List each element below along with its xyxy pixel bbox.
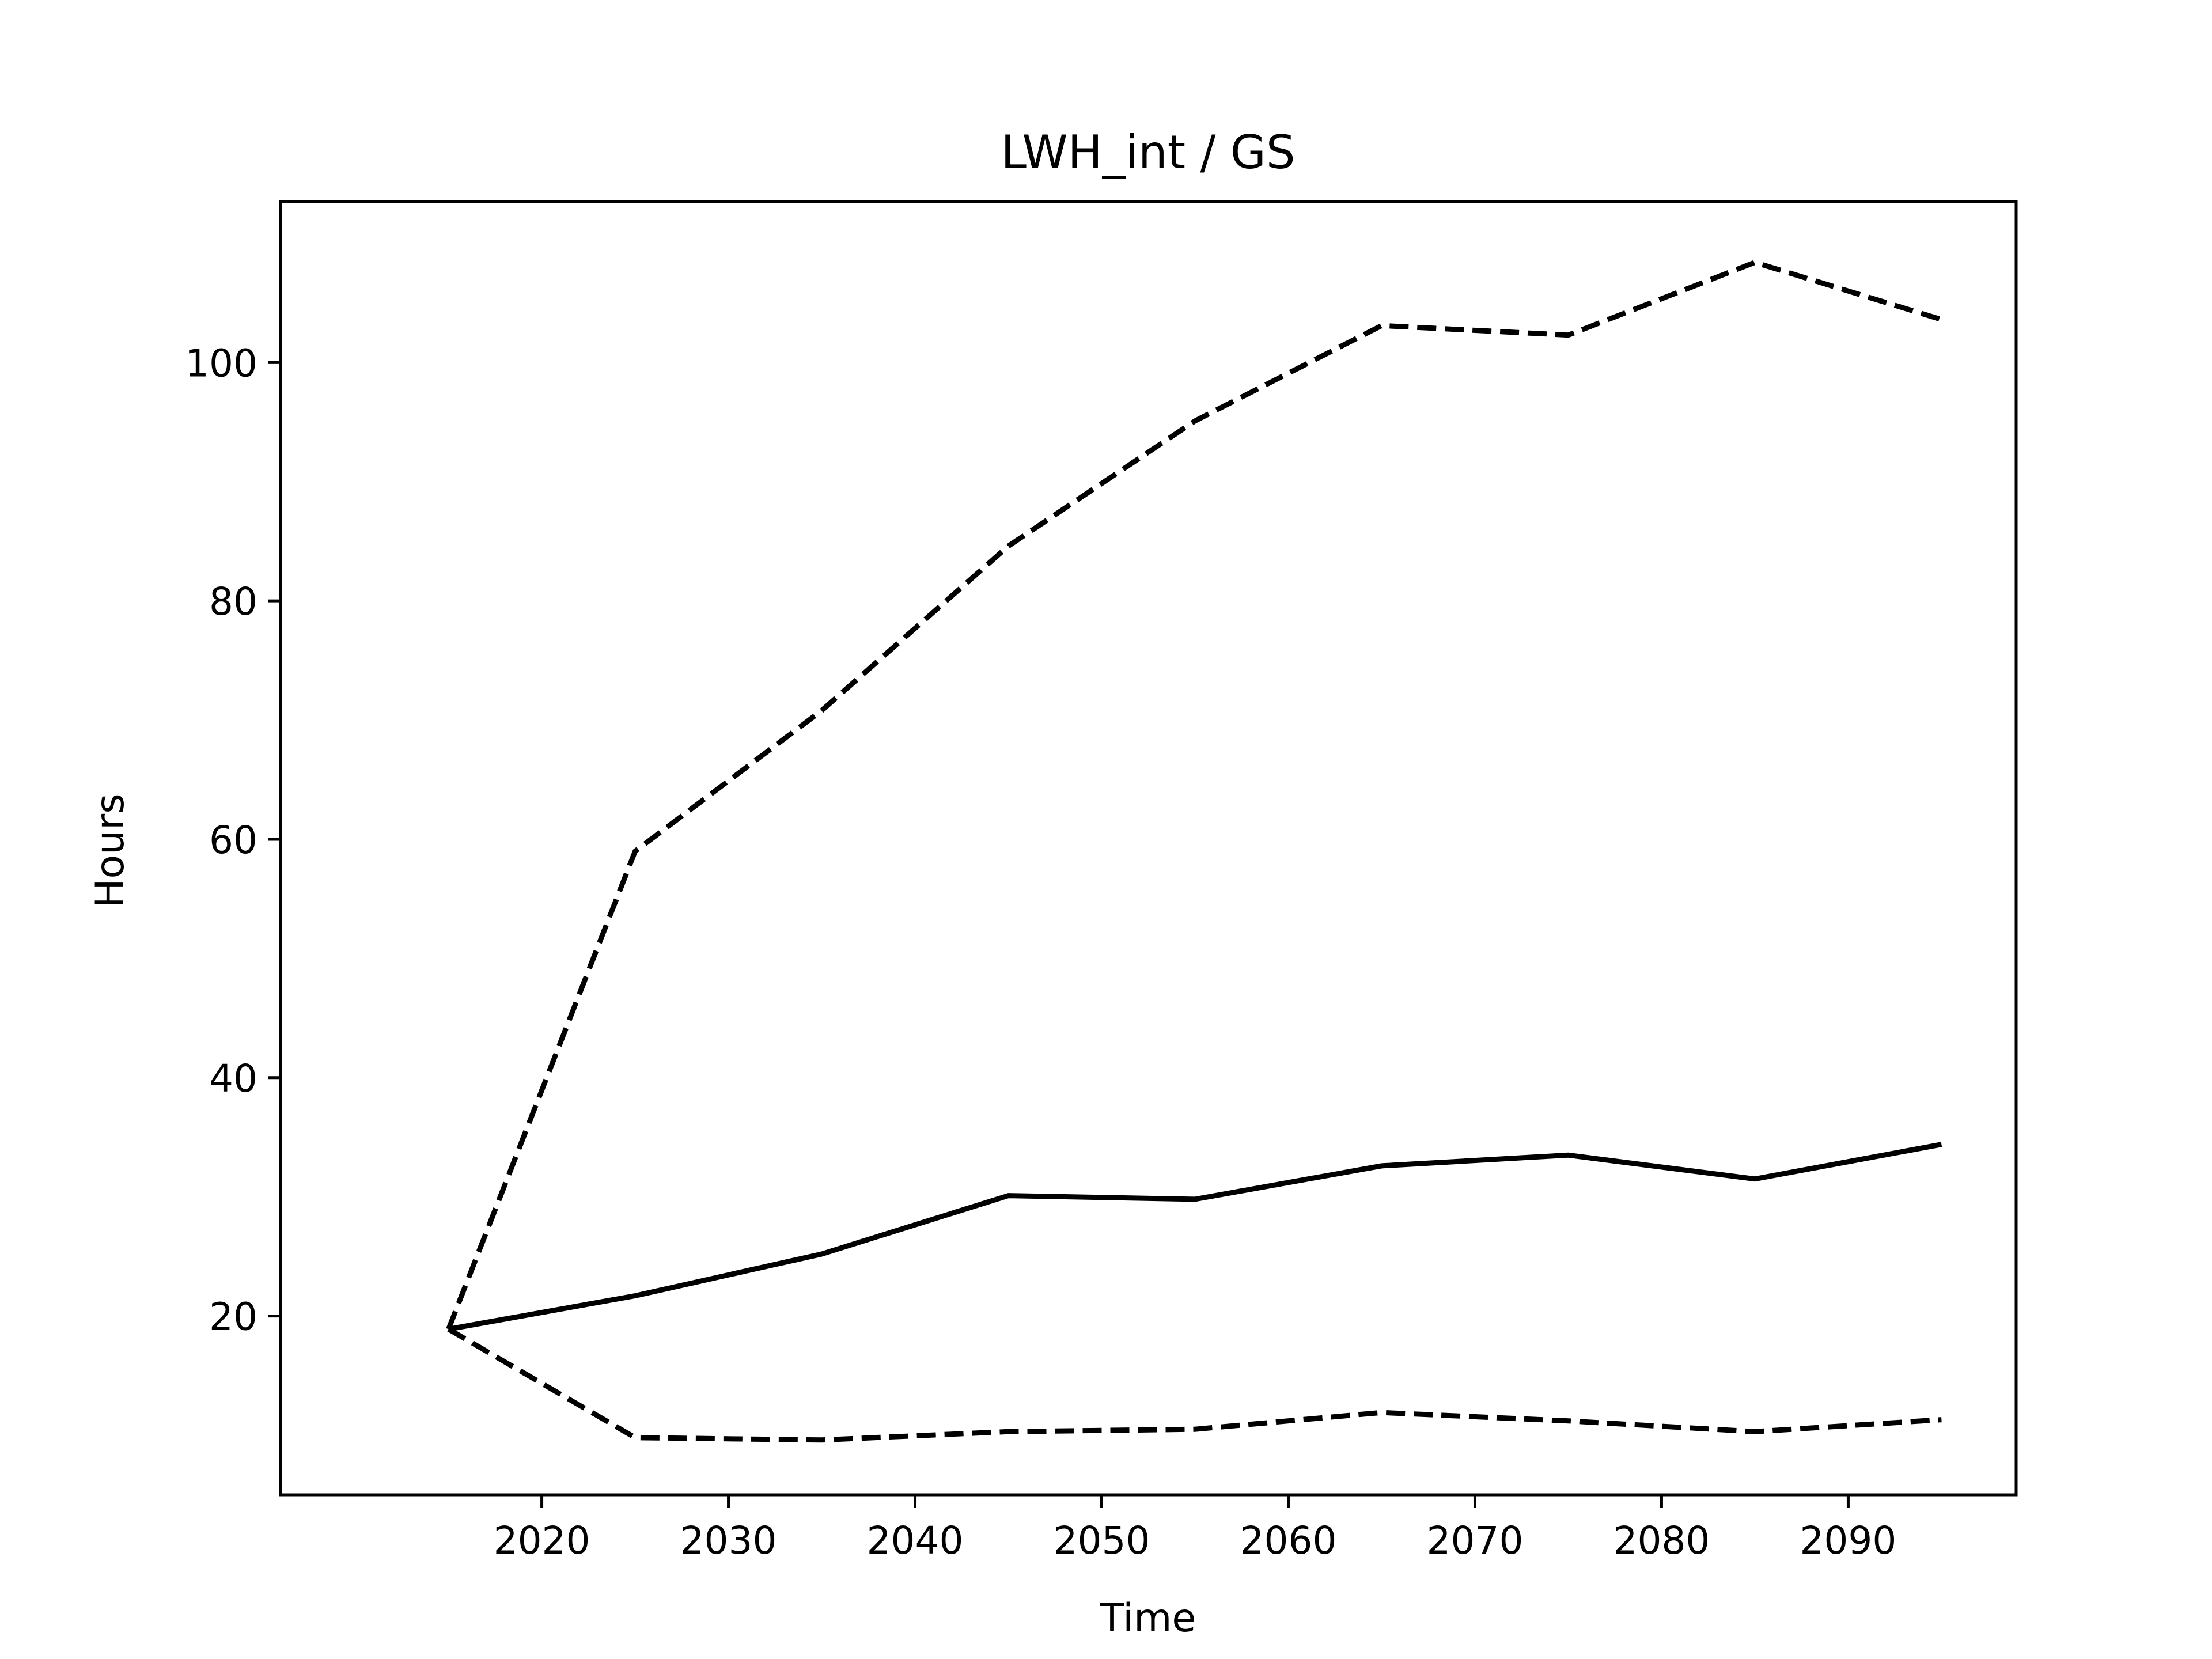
y-tick-label: 20 <box>209 1295 257 1339</box>
x-tick-label: 2050 <box>1054 1518 1150 1563</box>
x-tick-label: 2020 <box>494 1518 590 1563</box>
x-axis-ticks: 2020 2030 2040 2050 2060 2070 2080 2090 <box>494 1495 1896 1563</box>
y-axis-ticks: 20 40 60 80 100 <box>185 341 281 1339</box>
x-tick-label: 2090 <box>1800 1518 1896 1563</box>
y-tick-label: 80 <box>209 579 257 624</box>
x-tick-label: 2030 <box>680 1518 777 1563</box>
x-axis-label: Time <box>1100 1596 1196 1641</box>
x-tick-label: 2070 <box>1426 1518 1523 1563</box>
x-tick-label: 2080 <box>1613 1518 1710 1563</box>
y-tick-label: 40 <box>209 1056 257 1101</box>
chart-title: LWH_int / GS <box>1001 126 1295 179</box>
series-line-3-dashed <box>447 1327 1942 1443</box>
x-tick-label: 2060 <box>1240 1518 1336 1563</box>
series-line-1-solid <box>448 1142 1942 1332</box>
plot-area-frame <box>279 200 2018 1497</box>
series-layer <box>446 259 1942 1443</box>
series-line-2-dashed <box>446 259 1942 1331</box>
y-tick-label: 100 <box>185 341 257 385</box>
y-tick-label: 60 <box>209 818 257 862</box>
y-axis-label: Hours <box>88 793 133 908</box>
x-tick-label: 2040 <box>867 1518 964 1563</box>
